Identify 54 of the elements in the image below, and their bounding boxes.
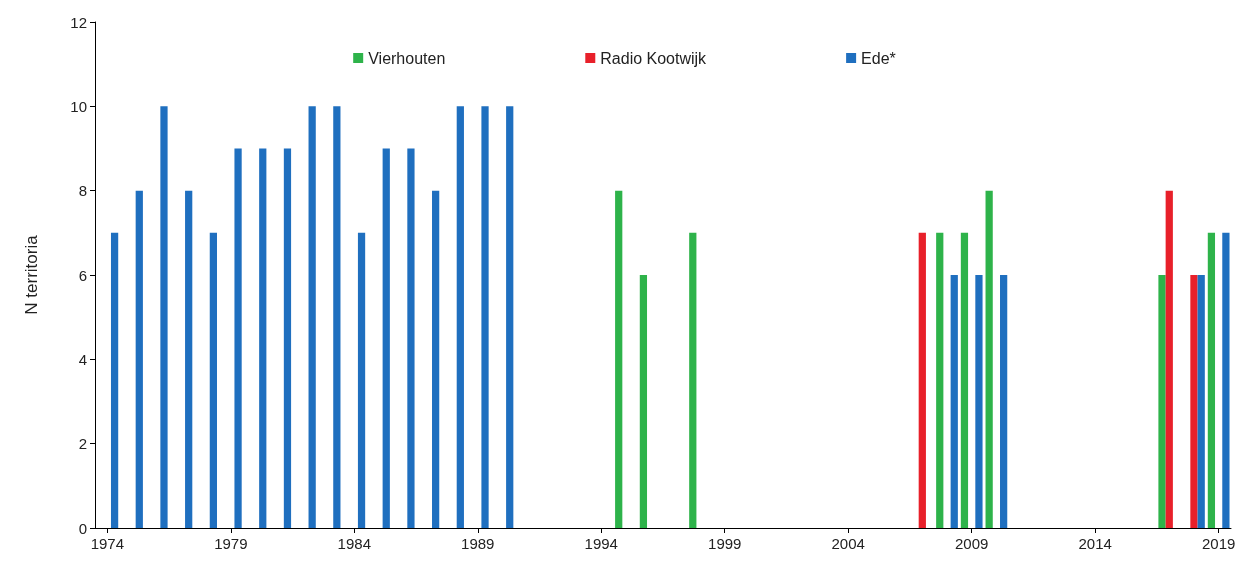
bar (481, 106, 489, 528)
bar (1197, 275, 1205, 528)
bar (333, 106, 341, 528)
bar (1207, 232, 1216, 528)
y-axis-title: N territoria (22, 234, 41, 315)
bar (1158, 275, 1166, 528)
y-tick-label: 2 (78, 435, 87, 453)
x-tick-label: 1989 (461, 535, 495, 552)
x-tick-label: 1984 (337, 535, 371, 552)
bar (308, 106, 316, 528)
bar (506, 106, 514, 528)
bar (689, 232, 697, 528)
bar (259, 148, 267, 528)
x-tick-label: 1974 (90, 535, 125, 552)
bar (234, 148, 242, 528)
y-tick-label: 12 (70, 13, 87, 31)
x-tick-label: 2019 (1201, 535, 1236, 552)
bar (936, 232, 944, 528)
bar (975, 275, 983, 528)
bar (950, 275, 958, 528)
bar (639, 275, 648, 528)
bar (985, 190, 993, 528)
legend-label: Radio Kootwijk (600, 49, 708, 67)
bar (1000, 275, 1008, 528)
x-tick-label: 1999 (708, 535, 742, 552)
y-tick-label: 0 (78, 519, 87, 537)
x-tick-label: 1979 (214, 535, 248, 552)
x-tick-label: 1994 (584, 535, 618, 552)
bar (1190, 275, 1198, 528)
bar (135, 190, 143, 528)
bar (960, 232, 969, 528)
bar (1222, 232, 1230, 528)
bar (110, 232, 119, 528)
bar (1165, 190, 1173, 528)
x-tick-label: 2009 (955, 535, 989, 552)
bar (407, 148, 415, 528)
y-tick-label: 4 (78, 350, 87, 368)
y-tick-label: 6 (78, 266, 87, 284)
y-tick-label: 8 (78, 182, 87, 200)
bar (382, 148, 390, 528)
bar (918, 232, 926, 528)
y-tick-label: 10 (70, 97, 87, 115)
bar (185, 190, 193, 528)
bar (209, 232, 217, 528)
legend-label: Ede* (861, 49, 896, 67)
bar (283, 148, 292, 528)
bar (432, 190, 440, 528)
x-tick-label: 2014 (1078, 535, 1112, 552)
bar (160, 106, 168, 528)
bar (615, 190, 623, 528)
bar (357, 232, 366, 528)
x-tick-label: 2004 (831, 535, 865, 552)
bar (456, 106, 464, 528)
legend-label: Vierhouten (368, 49, 446, 67)
